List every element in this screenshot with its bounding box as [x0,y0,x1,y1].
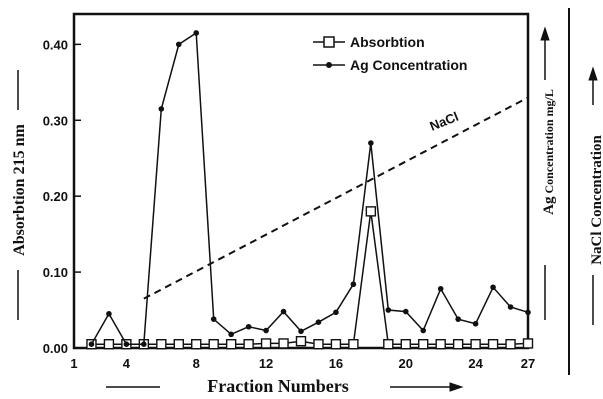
data-point-ag-concentration [88,341,95,348]
x-axis-title: Fraction Numbers [207,376,348,396]
right-axis-arrowhead [540,26,550,41]
y-tick-label: 0.30 [43,113,68,128]
data-point-absorbtion [505,339,516,350]
data-point-ag-concentration [141,341,147,348]
data-point-ag-concentration [106,311,112,317]
data-point-absorbtion [348,339,359,350]
data-point-absorbtion [418,339,429,350]
data-point-ag-concentration [263,327,269,334]
data-point-ag-concentration [402,308,409,315]
data-point-ag-concentration [385,307,392,313]
y-axis-title-left: Absorbtion 215 nm [11,124,28,256]
data-point-ag-concentration [158,106,165,112]
data-point-absorbtion [208,339,219,350]
data-point-ag-concentration [315,319,322,325]
data-point-absorbtion [487,339,499,350]
legend-label-absorbtion: Absorbtion [350,34,425,50]
x-tick-label: 16 [329,356,343,371]
data-point-ag-concentration [507,304,514,310]
data-point-ag-concentration [298,328,304,335]
y-tick-label: 0.20 [43,189,68,204]
data-point-absorbtion [330,339,342,350]
y-tick-label: 0.00 [43,341,68,356]
data-point-ag-concentration [245,323,252,330]
legend-open-square-marker [323,36,335,48]
data-point-ag-concentration [333,309,339,316]
x-tick-label: 20 [399,356,413,371]
x-tick-label: 8 [193,356,200,371]
legend-item-absorbtion: Absorbtion [313,34,425,50]
data-point-ag-concentration [490,284,496,291]
x-tick-label: 12 [259,356,273,371]
x-tick-label: 24 [468,356,483,371]
data-point-absorbtion [470,339,481,350]
data-point-absorbtion [103,339,115,350]
data-point-ag-concentration [123,341,130,348]
legend-item-ag-concentration: Ag Concentration [313,57,467,73]
data-point-absorbtion [225,339,237,350]
plot-area-frame [72,12,530,350]
data-point-absorbtion [383,339,394,350]
x-tick-label: 4 [123,356,131,371]
axis-arrows [17,26,598,392]
data-point-ag-concentration [175,41,182,48]
data-point-absorbtion [173,339,184,350]
data-point-absorbtion [243,339,254,350]
data-point-absorbtion [400,339,411,350]
y-axis-title-right-nacl: NaCl Concentration [589,135,603,265]
data-point-absorbtion [313,339,324,350]
nacl-gradient-line [143,96,529,300]
nacl-gradient-label: NaCl [428,109,461,134]
data-point-absorbtion [522,338,534,349]
data-point-ag-concentration [210,316,217,322]
data-point-absorbtion [191,339,202,350]
data-point-absorbtion [435,339,446,350]
data-point-absorbtion [295,335,307,347]
y-tick-label: 0.40 [43,37,68,52]
data-point-ag-concentration [368,140,374,146]
data-point-ag-concentration [228,331,234,338]
data-point-absorbtion [278,338,289,349]
nacl-axis-arrowhead [588,66,598,81]
data-point-ag-concentration [437,285,444,292]
data-point-ag-concentration [193,30,200,36]
x-tick-label: 1 [70,356,77,371]
series-line-absorbtion [91,211,529,345]
data-point-ag-concentration [350,281,357,288]
x-tick-label: 27 [521,356,535,371]
data-point-absorbtion [260,338,272,349]
axis-ticks: 0.00 0.10 0.20 0.30 0.40 1 4 8 12 16 20 24 27 [43,37,536,371]
data-point-ag-concentration [420,327,427,334]
legend-label-ag-concentration: Ag Concentration [350,57,467,73]
data-point-absorbtion [156,339,167,350]
data-point-absorbtion [452,339,464,350]
data-point-ag-concentration [472,320,479,327]
x-axis-arrowhead [449,382,464,392]
data-point-ag-concentration [455,316,461,322]
data-point-absorbtion [365,206,377,217]
series-line-ag-concentration [90,31,529,345]
data-point-ag-concentration [525,309,531,316]
data-point-ag-concentration [280,308,287,315]
y-tick-label: 0.10 [43,265,68,280]
y-axis-title-right-ag: AgConcentration mg/L [541,89,557,215]
legend: Absorbtion Ag Concentration [313,34,467,73]
legend-filled-circle-marker [326,62,332,68]
